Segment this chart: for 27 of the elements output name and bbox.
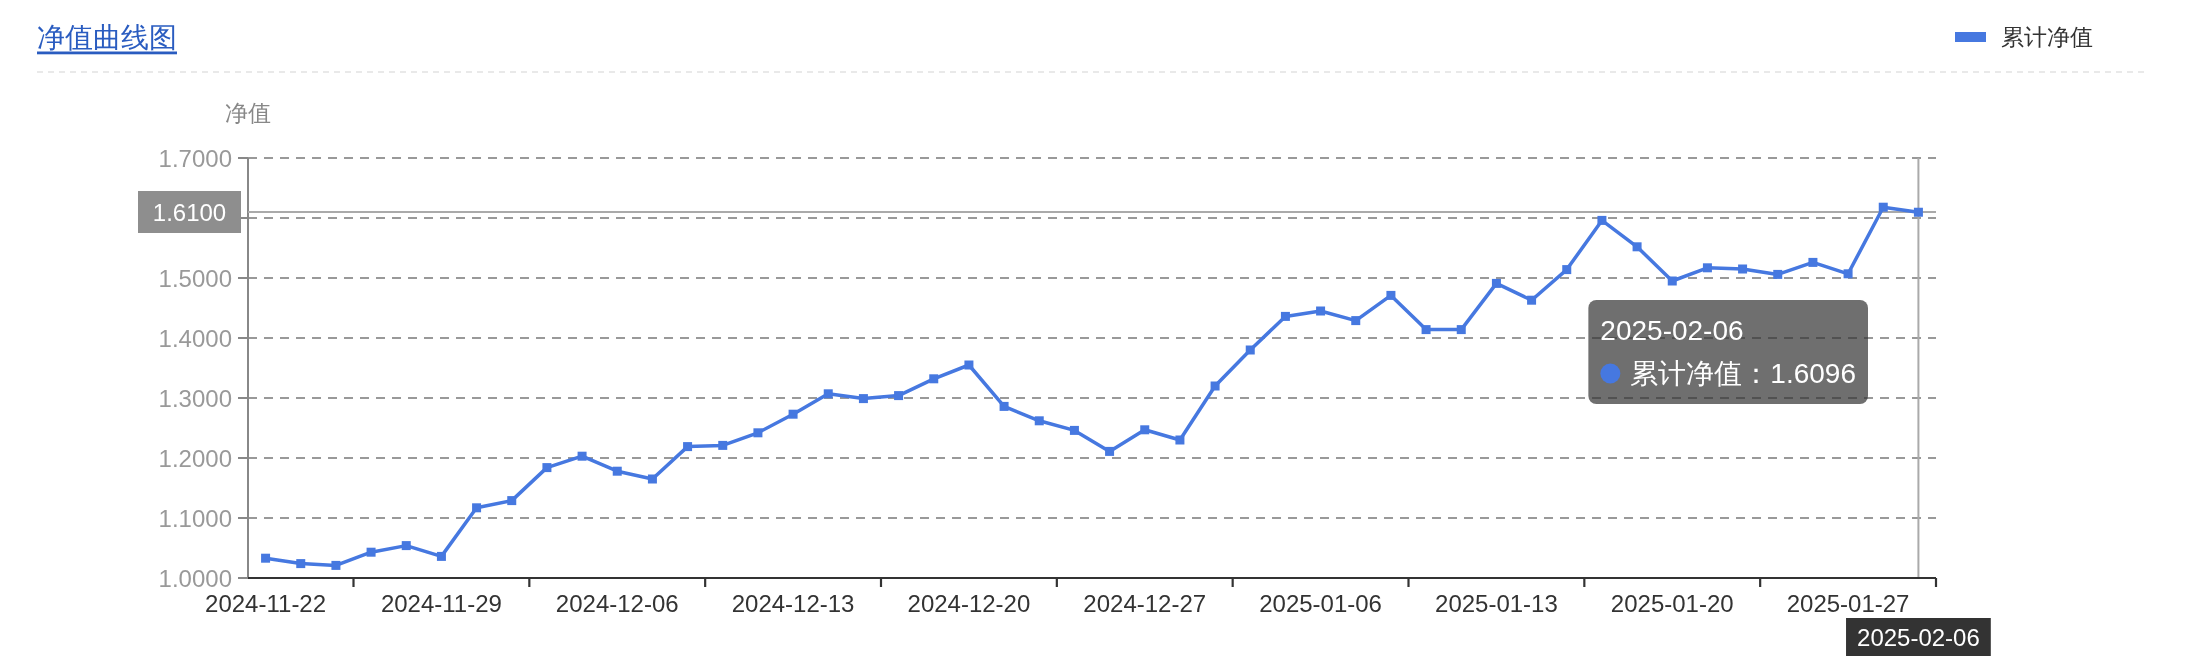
xtick-label: 2024-11-29 [380, 589, 502, 617]
xtick-label: 2024-12-06 [555, 589, 679, 617]
xtick-label: 2025-01-06 [1259, 589, 1382, 617]
ref-label: 1.6100 [138, 191, 241, 233]
xtick-label: 2025-01-13 [1435, 589, 1558, 617]
annotation: 2025-02-06 累计净值：1.6096 [1600, 315, 1856, 389]
xtick-label: 2025-01-27 [1786, 589, 1910, 617]
legend-label: 累计净值 [2001, 24, 2093, 50]
x-tick-label: 2025-02-06 [1857, 623, 1980, 651]
tooltip: 2025-02-06 累计净值：1.6096 [1588, 300, 1868, 404]
xtick-label: 2024-11-22 [205, 589, 327, 617]
ytick-label: 1.2000 [158, 444, 232, 472]
xtick-label: 2024-12-27 [1083, 589, 1207, 617]
xtick-label: 2024-12-20 [907, 589, 1031, 617]
legend-item: 累计净值 [1955, 24, 2093, 50]
ytick-label: 1.7000 [158, 144, 232, 172]
ytick-label: 1.4000 [158, 324, 232, 352]
ytick-label: 1.1000 [158, 504, 232, 532]
ref-line-label: 1.6100 [152, 198, 227, 226]
ytick-label: 1.0000 [158, 564, 232, 592]
xtick-label: 2025-02-06 [1846, 618, 1991, 656]
title: 净值曲线图 [37, 21, 177, 53]
xtick-label: 2025-01-20 [1610, 589, 1734, 617]
ytick-label: 1.5000 [158, 264, 232, 292]
ylabel: 净值 [225, 100, 271, 126]
ytick-label: 1.3000 [158, 384, 232, 412]
xtick-label: 2024-12-13 [731, 589, 855, 617]
